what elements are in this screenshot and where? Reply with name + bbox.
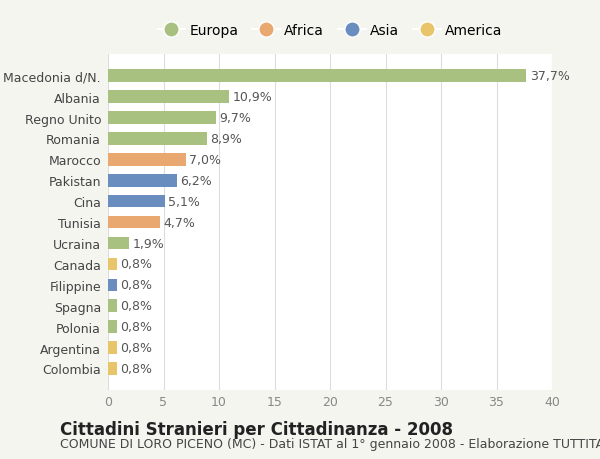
Text: 0,8%: 0,8% (120, 341, 152, 354)
Bar (108, 300, 117, 312)
Bar (108, 70, 526, 83)
Text: 6,2%: 6,2% (180, 174, 212, 187)
Text: 0,8%: 0,8% (120, 320, 152, 333)
Bar (108, 154, 186, 166)
Text: 8,9%: 8,9% (210, 133, 242, 146)
Legend: Europa, Africa, Asia, America: Europa, Africa, Asia, America (152, 18, 508, 44)
Text: 9,7%: 9,7% (219, 112, 251, 125)
Text: 10,9%: 10,9% (232, 91, 272, 104)
Text: 7,0%: 7,0% (189, 154, 221, 167)
Text: COMUNE DI LORO PICENO (MC) - Dati ISTAT al 1° gennaio 2008 - Elaborazione TUTTIT: COMUNE DI LORO PICENO (MC) - Dati ISTAT … (60, 437, 600, 450)
Bar (108, 237, 129, 250)
Text: 1,9%: 1,9% (133, 237, 164, 250)
Text: 0,8%: 0,8% (120, 362, 152, 375)
Bar (108, 133, 207, 146)
Bar (108, 341, 117, 354)
Bar (108, 279, 117, 291)
Text: 5,1%: 5,1% (168, 195, 200, 208)
Bar (108, 216, 160, 229)
Bar (108, 321, 117, 333)
Text: 0,8%: 0,8% (120, 258, 152, 271)
Text: 4,7%: 4,7% (163, 216, 196, 229)
Bar (108, 91, 229, 104)
Text: Cittadini Stranieri per Cittadinanza - 2008: Cittadini Stranieri per Cittadinanza - 2… (60, 420, 453, 438)
Bar (108, 112, 215, 124)
Bar (108, 258, 117, 271)
Text: 37,7%: 37,7% (530, 70, 569, 83)
Bar (108, 363, 117, 375)
Bar (108, 174, 177, 187)
Text: 0,8%: 0,8% (120, 300, 152, 313)
Text: 0,8%: 0,8% (120, 279, 152, 291)
Bar (108, 196, 164, 208)
